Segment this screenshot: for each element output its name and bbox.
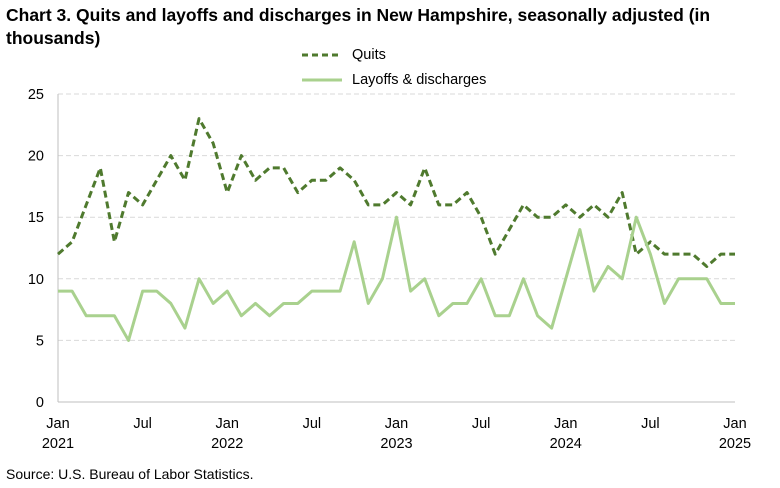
y-tick-label-0: 0	[36, 395, 44, 411]
x-tick-label-month: Jul	[133, 416, 152, 432]
y-tick-label-10: 10	[28, 272, 44, 288]
x-tick-label-month: Jul	[641, 416, 660, 432]
legend-label-quits: Quits	[352, 46, 386, 63]
series-line-layoffs-discharges	[58, 215, 735, 342]
legend-label-layoffs: Layoffs & discharges	[352, 71, 487, 88]
series-line-quits	[57, 117, 735, 268]
legend-item-quits: Quits	[300, 42, 486, 67]
y-tick-label-5: 5	[36, 333, 44, 349]
x-tick-label-month: Jul	[303, 416, 322, 432]
legend-swatch-layoffs	[302, 78, 342, 81]
x-tick-label-month: Jan	[46, 416, 69, 432]
source-note: Source: U.S. Bureau of Labor Statistics.	[6, 466, 254, 482]
x-tick-label-month: Jan	[723, 416, 746, 432]
y-tick-label-25: 25	[28, 87, 44, 103]
y-tick-label-15: 15	[28, 210, 44, 226]
chart-title: Chart 3. Quits and layoffs and discharge…	[6, 5, 711, 48]
x-tick-label-year: 2022	[211, 436, 243, 452]
y-tick-label-20: 20	[28, 149, 44, 165]
x-tick-label-month: Jan	[385, 416, 408, 432]
legend: Quits Layoffs & discharges	[300, 42, 486, 92]
legend-swatch-quits	[302, 53, 342, 56]
x-tick-label-month: Jan	[554, 416, 577, 432]
x-tick-label-year: 2023	[380, 436, 412, 452]
legend-item-layoffs: Layoffs & discharges	[300, 67, 486, 92]
x-tick-label-month: Jul	[472, 416, 491, 432]
x-tick-label-year: 2021	[42, 436, 74, 452]
x-tick-label-month: Jan	[216, 416, 239, 432]
x-tick-label-year: 2024	[550, 436, 582, 452]
x-tick-label-year: 2025	[719, 436, 751, 452]
